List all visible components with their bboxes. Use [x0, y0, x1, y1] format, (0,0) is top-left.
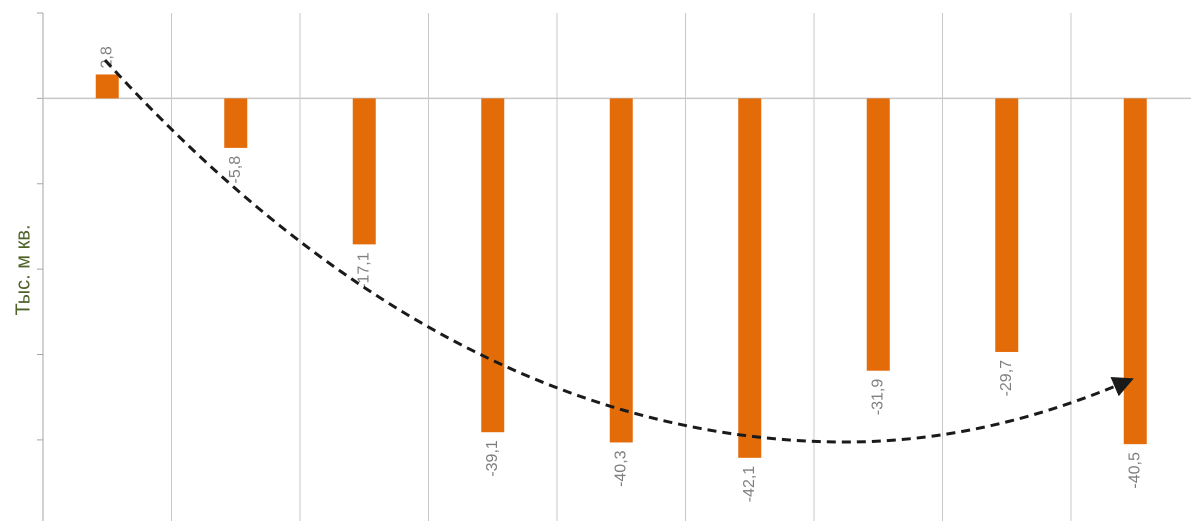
bar: [609, 98, 633, 443]
plot-area: 2,8 -5,8 -17,1 -39,1 -40,3 -42,1 -31,9 -29,7 -40…: [37, 12, 1191, 521]
value-label: -39,1: [484, 440, 501, 477]
bar: [224, 98, 248, 148]
bar: [995, 98, 1019, 352]
value-label: -17,1: [355, 252, 372, 289]
y-axis-title: Тыс. м кв.: [12, 224, 34, 315]
value-label: -42,1: [741, 466, 758, 503]
value-label: -31,9: [869, 379, 886, 416]
bar: [95, 74, 119, 99]
bar: [738, 98, 762, 458]
bar: [1123, 98, 1147, 445]
value-label: -40,5: [1126, 452, 1143, 489]
bar: [352, 98, 376, 245]
value-label: -29,7: [998, 360, 1015, 397]
bar: [481, 98, 505, 433]
trend-arrow: [103, 58, 1134, 444]
value-label: -5,8: [227, 156, 244, 184]
value-label: 2,8: [98, 46, 115, 68]
bar: [866, 98, 890, 371]
value-label: -40,3: [612, 450, 629, 487]
